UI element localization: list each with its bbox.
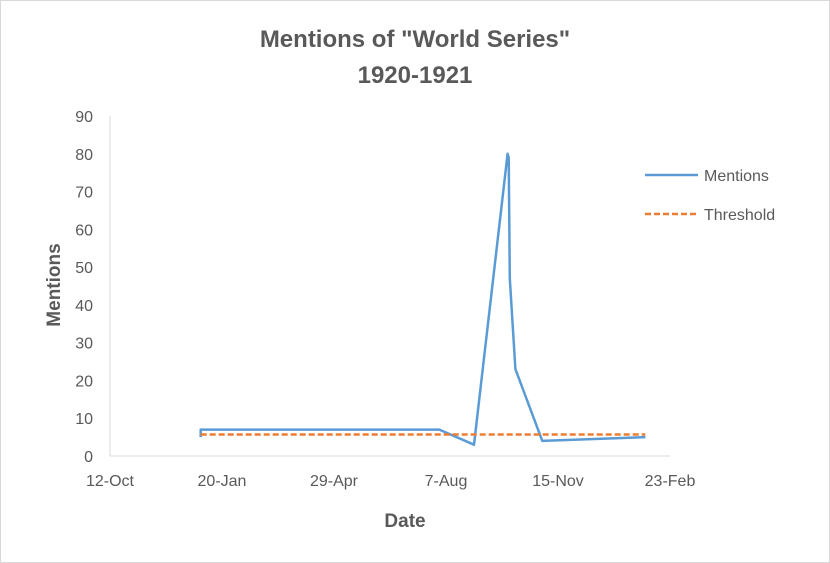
x-tick-label: 7-Aug	[425, 473, 468, 490]
legend-label-threshold: Threshold	[704, 207, 775, 224]
y-tick-label: 80	[75, 147, 93, 164]
x-tick-label: 20-Jan	[198, 473, 247, 490]
y-tick-label: 90	[75, 109, 93, 126]
x-tick-label: 15-Nov	[532, 473, 584, 490]
y-tick-label: 50	[75, 260, 93, 277]
x-tick-labels: 12-Oct 20-Jan 29-Apr 7-Aug 15-Nov 23-Feb	[86, 473, 695, 490]
y-tick-label: 30	[75, 336, 93, 353]
series-line-mentions	[199, 152, 646, 446]
y-tick-label: 60	[75, 222, 93, 239]
x-tick-label: 12-Oct	[86, 473, 135, 490]
legend-label-mentions: Mentions	[704, 168, 769, 185]
legend: Mentions Threshold	[645, 168, 775, 224]
y-axis-title: Mentions	[44, 243, 65, 326]
y-tick-label: 0	[84, 449, 93, 466]
chart-subtitle: 1920-1921	[357, 62, 473, 89]
x-tick-label: 29-Apr	[310, 473, 359, 490]
x-tick-label: 23-Feb	[645, 473, 696, 490]
y-tick-label: 70	[75, 185, 93, 202]
y-tick-label: 20	[75, 373, 93, 390]
y-tick-labels: 0 10 20 30 40 50 60 70 80 90	[75, 109, 93, 466]
y-tick-label: 10	[75, 411, 93, 428]
x-axis-title: Date	[384, 511, 425, 532]
series-lines	[199, 152, 646, 446]
y-tick-label: 40	[75, 298, 93, 315]
axes	[109, 116, 670, 457]
chart-title: Mentions of "World Series"	[259, 26, 571, 53]
